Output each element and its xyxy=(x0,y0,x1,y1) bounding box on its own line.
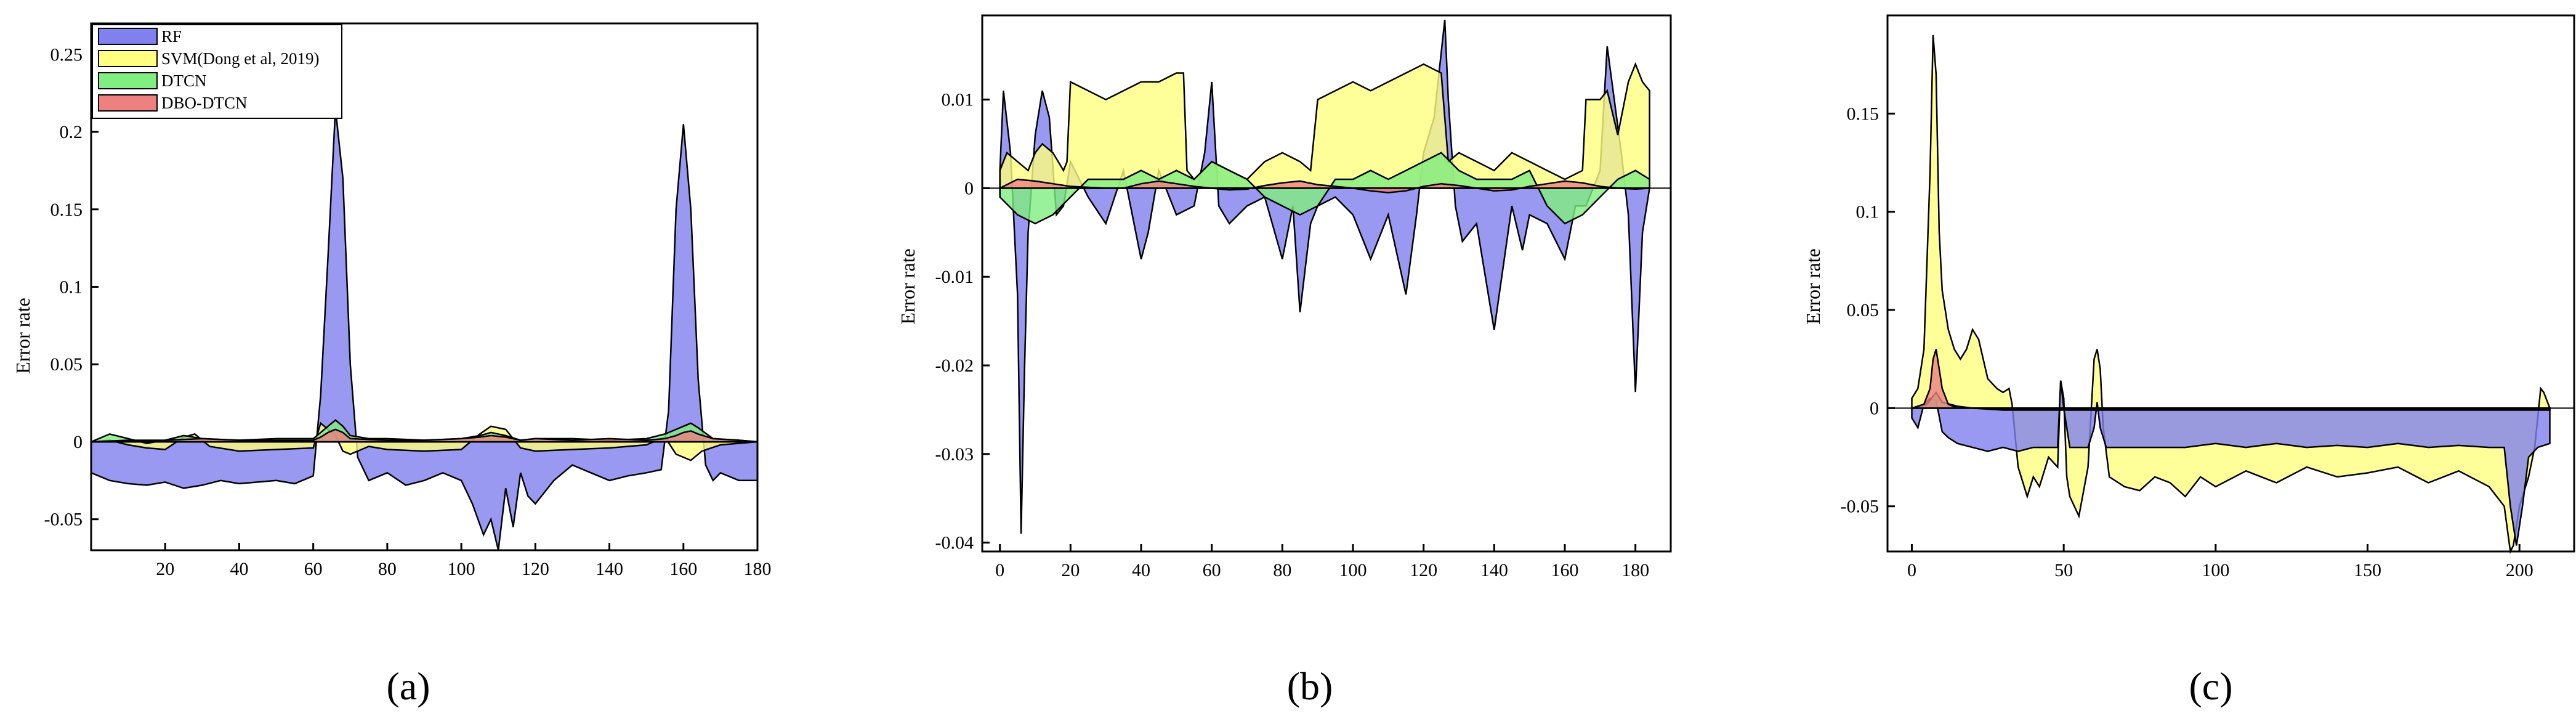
xtick-label-b: 120 xyxy=(1410,560,1437,580)
legend-label-svm: SVM(Dong et al, 2019) xyxy=(161,49,319,68)
xtick-label-b: 20 xyxy=(1061,560,1080,580)
caption-a: (a) xyxy=(386,664,430,708)
legend-swatch-rf xyxy=(98,28,158,45)
ylabel-a: Error rate xyxy=(12,298,34,373)
ytick-label-b: -0.02 xyxy=(935,356,974,376)
axes-frame-a xyxy=(90,22,759,551)
xtick-label-b: 60 xyxy=(1203,560,1221,580)
ytick-label-c: 0.1 xyxy=(1856,202,1880,222)
xtick-label-a: 100 xyxy=(448,559,475,579)
xtick-label-a: 60 xyxy=(304,559,323,579)
ytick-label-a: 0.15 xyxy=(50,200,83,220)
panel-c: Error rate (c) 0 50 100 150 200 -0.05 0 0.05 0.1… xyxy=(1802,14,2575,708)
ylabel-b: Error rate xyxy=(897,248,919,324)
legend-label-dtcn: DTCN xyxy=(161,71,207,90)
ytick-label-b: -0.04 xyxy=(935,533,974,553)
legend-swatch-svm xyxy=(98,50,158,67)
series-rf-area-c xyxy=(1911,380,2551,546)
legend-swatch-dbo xyxy=(98,94,158,112)
axes-frame-b xyxy=(981,14,1672,553)
xtick-label-a: 40 xyxy=(230,559,248,579)
legend-label-dbo: DBO-DTCN xyxy=(161,94,248,112)
ytick-label-a: 0 xyxy=(73,432,83,452)
xtick-label-c: 50 xyxy=(2054,560,2073,580)
series-rf-area-a xyxy=(90,108,759,551)
ytick-label-b: -0.03 xyxy=(935,444,974,465)
xtick-label-b: 140 xyxy=(1480,560,1508,580)
series-svm-area-b xyxy=(999,62,1650,189)
series-svm-area-a xyxy=(91,421,758,462)
xtick-label-b: 40 xyxy=(1132,560,1150,580)
axes-frame-c xyxy=(1886,14,2575,553)
series-dbo-area-a xyxy=(91,428,758,443)
caption-b: (b) xyxy=(1287,664,1333,708)
xtick-label-b: 180 xyxy=(1621,560,1649,580)
xtick-label-a: 120 xyxy=(522,559,549,579)
xtick-label-b: 160 xyxy=(1551,560,1579,580)
legend-swatch-dtcn xyxy=(98,72,158,89)
caption-c: (c) xyxy=(2189,664,2232,708)
xtick-label-a: 180 xyxy=(744,559,772,579)
ytick-label-b: -0.01 xyxy=(935,267,974,287)
xtick-label-a: 80 xyxy=(378,559,397,579)
xtick-label-a: 20 xyxy=(156,559,174,579)
ytick-label-a: 0.1 xyxy=(60,277,83,298)
xtick-label-c: 150 xyxy=(2354,560,2381,580)
xtick-label-b: 0 xyxy=(995,560,1004,580)
ylabel-c: Error rate xyxy=(1802,248,1824,324)
ytick-label-a: 0.05 xyxy=(50,354,83,375)
panel-b: Error rate (b) 0 20 40 60 80 100 120 140 160 180 -… xyxy=(897,14,1672,708)
ytick-label-b: 0 xyxy=(964,178,974,198)
xtick-label-a: 140 xyxy=(596,559,623,579)
legend-label-rf: RF xyxy=(161,27,182,46)
ytick-label-c: 0.05 xyxy=(1847,300,1880,320)
xtick-label-a: 160 xyxy=(669,559,697,579)
xtick-label-b: 100 xyxy=(1339,560,1367,580)
ytick-label-c: 0 xyxy=(1870,398,1879,418)
legend: RF SVM(Dong et al, 2019) DTCN DBO-DTCN xyxy=(92,24,342,119)
xtick-label-c: 0 xyxy=(1907,560,1916,580)
ytick-label-c: 0.15 xyxy=(1847,104,1880,124)
xtick-label-c: 200 xyxy=(2506,560,2534,580)
ytick-label-c: -0.05 xyxy=(1841,497,1880,517)
ytick-label-a: 0.2 xyxy=(60,122,83,142)
ytick-label-a: -0.05 xyxy=(44,510,83,530)
ytick-label-b: 0.01 xyxy=(942,90,974,110)
series-rf-area-b xyxy=(999,20,1651,534)
series-svm-area-c xyxy=(1911,35,2551,555)
ytick-label-a: 0.25 xyxy=(50,44,83,65)
xtick-label-b: 80 xyxy=(1273,560,1291,580)
panel-a: Error rate (a) 20 40 60 80 100 120 140 160 180 -0… xyxy=(12,22,772,708)
xtick-label-c: 100 xyxy=(2202,560,2229,580)
